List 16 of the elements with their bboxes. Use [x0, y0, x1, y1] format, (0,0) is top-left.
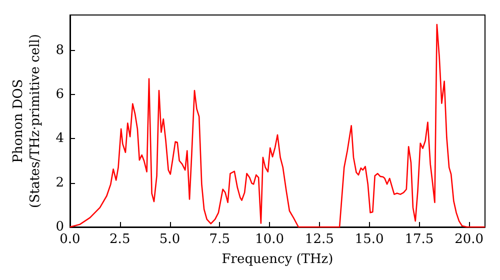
y-tick-label: 0 — [56, 220, 64, 234]
x-tick-label: 17.5 — [404, 232, 434, 247]
x-axis-title: Frequency (THz) — [222, 252, 334, 267]
x-tick-label: 7.5 — [209, 232, 230, 247]
x-tick-label: 15.0 — [354, 232, 384, 247]
x-tick-label: 10.0 — [255, 232, 284, 247]
x-tick-label: 12.5 — [304, 232, 334, 247]
y-axis-title: Phonon DOS (States/THz·primitive cell) — [11, 34, 43, 208]
y-tick-label: 2 — [56, 175, 64, 190]
y-tick-label: 4 — [56, 131, 64, 146]
x-tick-label: 20.0 — [454, 232, 484, 247]
y-tick-label: 6 — [56, 87, 64, 102]
x-tick-label: 0.0 — [60, 232, 80, 247]
x-tick-label: 2.5 — [110, 232, 130, 247]
y-tick-label: 8 — [56, 42, 64, 58]
x-tick-label: 5.0 — [159, 232, 180, 247]
